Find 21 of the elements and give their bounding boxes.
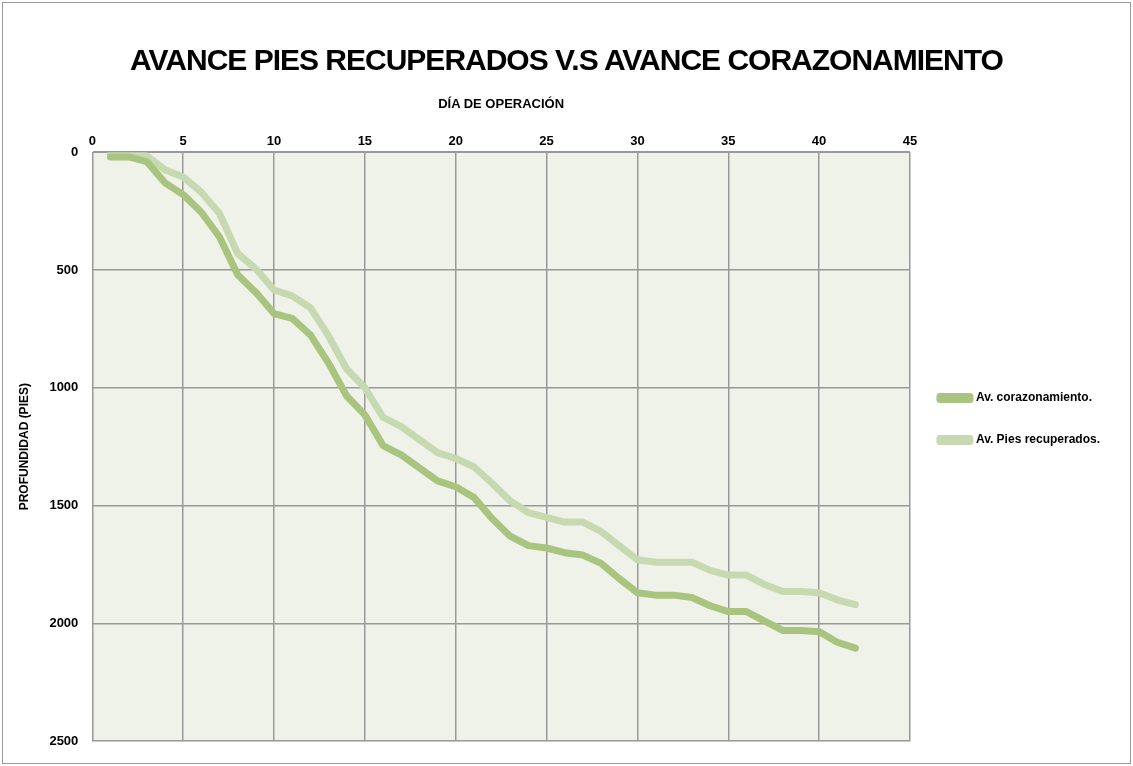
legend-label: Av. corazonamiento. xyxy=(975,390,1092,405)
x-tick-label: 30 xyxy=(630,132,645,148)
x-tick-label: 35 xyxy=(721,132,736,148)
chart-title: AVANCE PIES RECUPERADOS V.S AVANCE CORAZONAMIENTO xyxy=(129,43,1004,77)
legend-label: Av. Pies recuperados. xyxy=(975,432,1101,447)
x-axis-title: DÍA DE OPERACIÓN xyxy=(438,96,565,112)
x-tick-label: 40 xyxy=(811,132,827,148)
y-tick-label: 1000 xyxy=(49,379,79,395)
y-tick-label: 500 xyxy=(56,261,79,277)
x-tick-label: 10 xyxy=(266,132,282,148)
x-tick-label: 0 xyxy=(88,132,96,148)
y-tick-label: 2000 xyxy=(49,614,79,630)
x-tick-label: 15 xyxy=(357,132,373,148)
x-tick-label: 25 xyxy=(539,132,554,148)
y-axis-title: PROFUNDIDAD (PIES) xyxy=(16,383,31,511)
x-tick-label: 20 xyxy=(448,132,463,148)
x-tick-label: 5 xyxy=(179,132,187,148)
y-tick-label: 2500 xyxy=(49,732,79,748)
y-tick-label: 1500 xyxy=(49,497,79,513)
x-tick-label: 45 xyxy=(902,132,918,148)
y-tick-label: 0 xyxy=(71,143,79,159)
